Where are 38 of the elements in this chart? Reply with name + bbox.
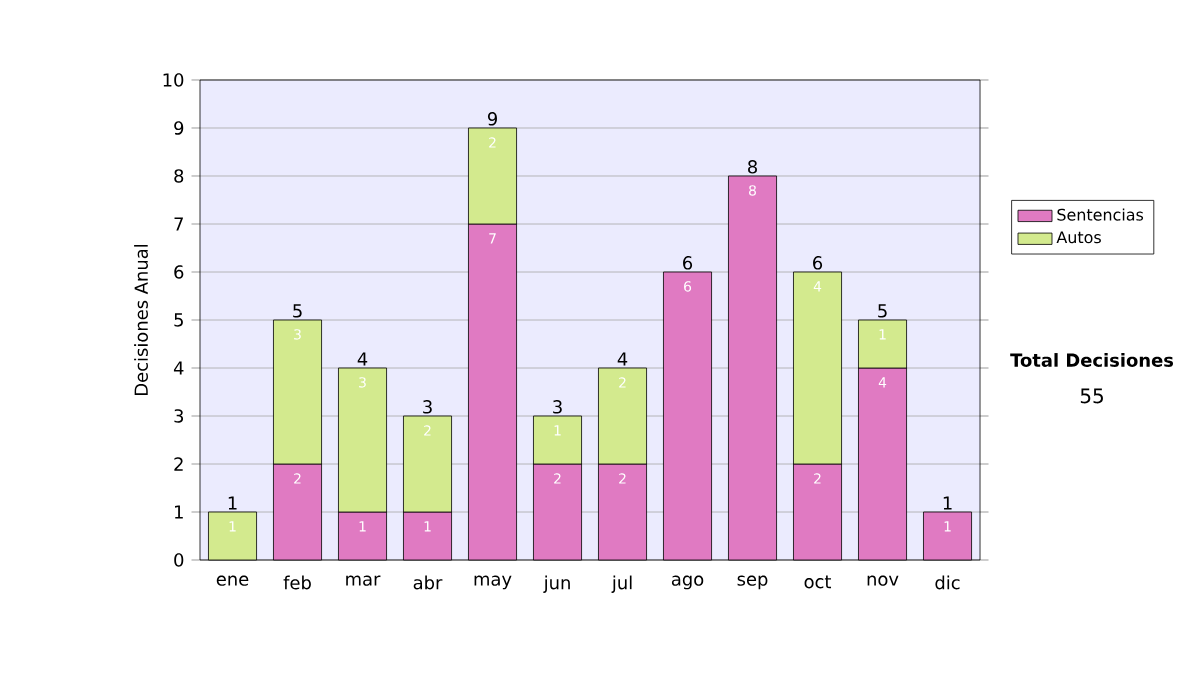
- y-tick-label: 4: [173, 361, 184, 375]
- x-tick-label: ago: [671, 575, 704, 590]
- y-tick-label: 5: [174, 313, 183, 327]
- total-label: 4: [617, 352, 628, 366]
- y-tick-label: 0: [174, 553, 184, 567]
- x-tick-label: jun: [543, 575, 570, 593]
- x-tick-label: sep: [737, 575, 768, 590]
- y-tick-label: 10: [163, 73, 184, 87]
- total-label: 8: [748, 160, 757, 174]
- total-label: 5: [878, 304, 887, 318]
- y-axis-title: Decisiones Anual: [134, 244, 148, 395]
- x-tick-label: nov: [867, 575, 899, 586]
- total-label: 1: [943, 496, 952, 510]
- total-label: 6: [813, 256, 823, 270]
- x-tick-label: jul: [611, 575, 632, 593]
- total-label: 5: [293, 304, 302, 318]
- total-label: 3: [553, 400, 562, 414]
- total-label: 4: [357, 352, 368, 366]
- x-tick-label: abr: [413, 575, 443, 590]
- y-tick-label: 3: [174, 409, 184, 423]
- total-label: 9: [487, 112, 497, 126]
- y-tick-label: 1: [175, 505, 183, 519]
- y-tick-label: 2: [174, 457, 183, 471]
- total-label: 3: [423, 400, 432, 414]
- x-tick-label: may: [474, 575, 512, 590]
- x-tick-label: mar: [346, 575, 381, 586]
- y-tick-label: 7: [174, 217, 183, 231]
- y-tick-label: 6: [174, 265, 184, 279]
- total-label: 6: [683, 256, 693, 270]
- x-tick-label: ene: [216, 575, 249, 586]
- total-label: 1: [228, 496, 237, 510]
- text: Total Decisiones: [1010, 353, 1174, 367]
- x-tick-label: oct: [804, 575, 832, 589]
- x-tick-label: feb: [283, 575, 311, 590]
- text: 55: [1080, 388, 1103, 404]
- y-tick-label: 9: [174, 121, 184, 135]
- x-tick-label: dic: [935, 575, 960, 590]
- y-tick-label: 8: [174, 169, 184, 183]
